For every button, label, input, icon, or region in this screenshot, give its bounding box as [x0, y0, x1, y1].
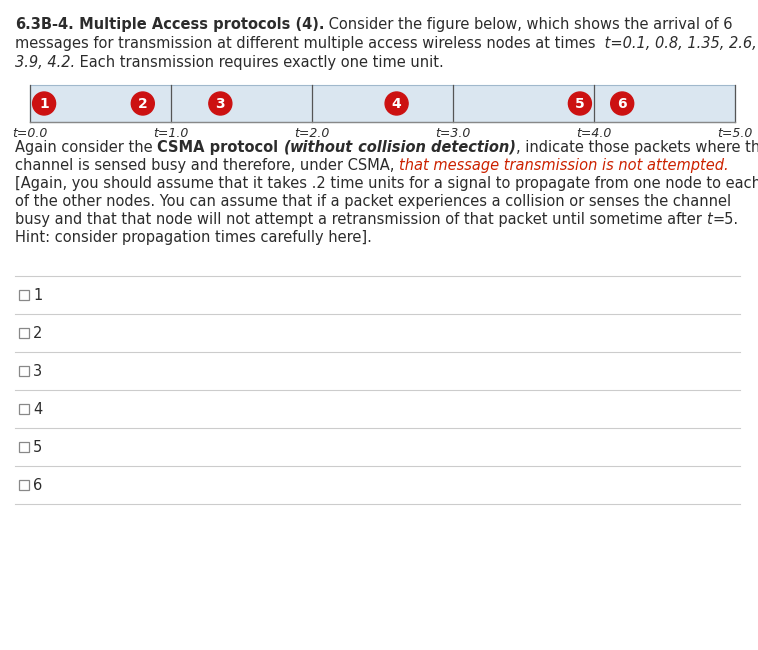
Text: 5: 5: [33, 439, 42, 454]
Text: , indicate those packets where the: , indicate those packets where the: [516, 140, 758, 155]
Text: busy and that that node will not attempt a retransmission of that packet until s: busy and that that node will not attempt…: [15, 212, 706, 227]
Text: of the other nodes. You can assume that if a packet experiences a collision or s: of the other nodes. You can assume that …: [15, 194, 731, 209]
Circle shape: [611, 92, 634, 115]
Text: 3: 3: [215, 96, 225, 110]
Text: 6: 6: [33, 478, 42, 493]
Text: Each transmission requires exactly one time unit.: Each transmission requires exactly one t…: [75, 55, 444, 70]
Text: 6.3B-4.: 6.3B-4.: [15, 17, 74, 32]
Bar: [19, 328, 29, 338]
Text: 4: 4: [392, 96, 402, 110]
Text: t=3.0: t=3.0: [435, 127, 471, 140]
Text: 6: 6: [617, 96, 627, 110]
Text: (: (: [283, 140, 290, 155]
Text: t=5.0: t=5.0: [717, 127, 753, 140]
Text: [Again, you should assume that it takes .2 time units for a signal to propagate : [Again, you should assume that it takes …: [15, 176, 758, 191]
Circle shape: [33, 92, 55, 115]
Circle shape: [385, 92, 408, 115]
Bar: [19, 480, 29, 490]
Text: 5: 5: [575, 96, 584, 110]
Text: that message transmission is not attempted.: that message transmission is not attempt…: [399, 158, 728, 173]
Text: t=4.0: t=4.0: [576, 127, 612, 140]
Text: 3.9, 4.2.: 3.9, 4.2.: [15, 55, 75, 70]
Text: Again consider the: Again consider the: [15, 140, 157, 155]
Circle shape: [209, 92, 232, 115]
Text: t: t: [706, 212, 713, 227]
Bar: [19, 366, 29, 376]
Text: Multiple Access protocols (4).: Multiple Access protocols (4).: [74, 17, 324, 32]
Text: Hint: consider propagation times carefully here].: Hint: consider propagation times careful…: [15, 230, 372, 245]
Text: messages for transmission at different multiple access wireless nodes at times: messages for transmission at different m…: [15, 36, 600, 51]
Bar: [19, 404, 29, 414]
Text: channel is sensed busy and therefore, under CSMA,: channel is sensed busy and therefore, un…: [15, 158, 399, 173]
Text: 2: 2: [138, 96, 148, 110]
Bar: [19, 442, 29, 452]
Bar: [19, 290, 29, 300]
Text: =5.: =5.: [713, 212, 738, 227]
Text: CSMA protocol: CSMA protocol: [157, 140, 283, 155]
Text: 4: 4: [33, 402, 42, 417]
Text: 1: 1: [33, 287, 42, 302]
Bar: [30, 85, 735, 122]
Text: t=0.0: t=0.0: [12, 127, 48, 140]
Text: 2: 2: [33, 326, 42, 341]
Text: t=1.0: t=1.0: [153, 127, 189, 140]
Text: Consider the figure below, which shows the arrival of 6: Consider the figure below, which shows t…: [324, 17, 733, 32]
Text: t=0.1, 0.8, 1.35, 2.6,: t=0.1, 0.8, 1.35, 2.6,: [600, 36, 757, 51]
Circle shape: [568, 92, 591, 115]
Text: 1: 1: [39, 96, 49, 110]
Text: 3: 3: [33, 363, 42, 378]
Text: t=2.0: t=2.0: [294, 127, 330, 140]
Circle shape: [131, 92, 155, 115]
Text: collision detection): collision detection): [353, 140, 516, 155]
Text: without: without: [290, 140, 353, 155]
